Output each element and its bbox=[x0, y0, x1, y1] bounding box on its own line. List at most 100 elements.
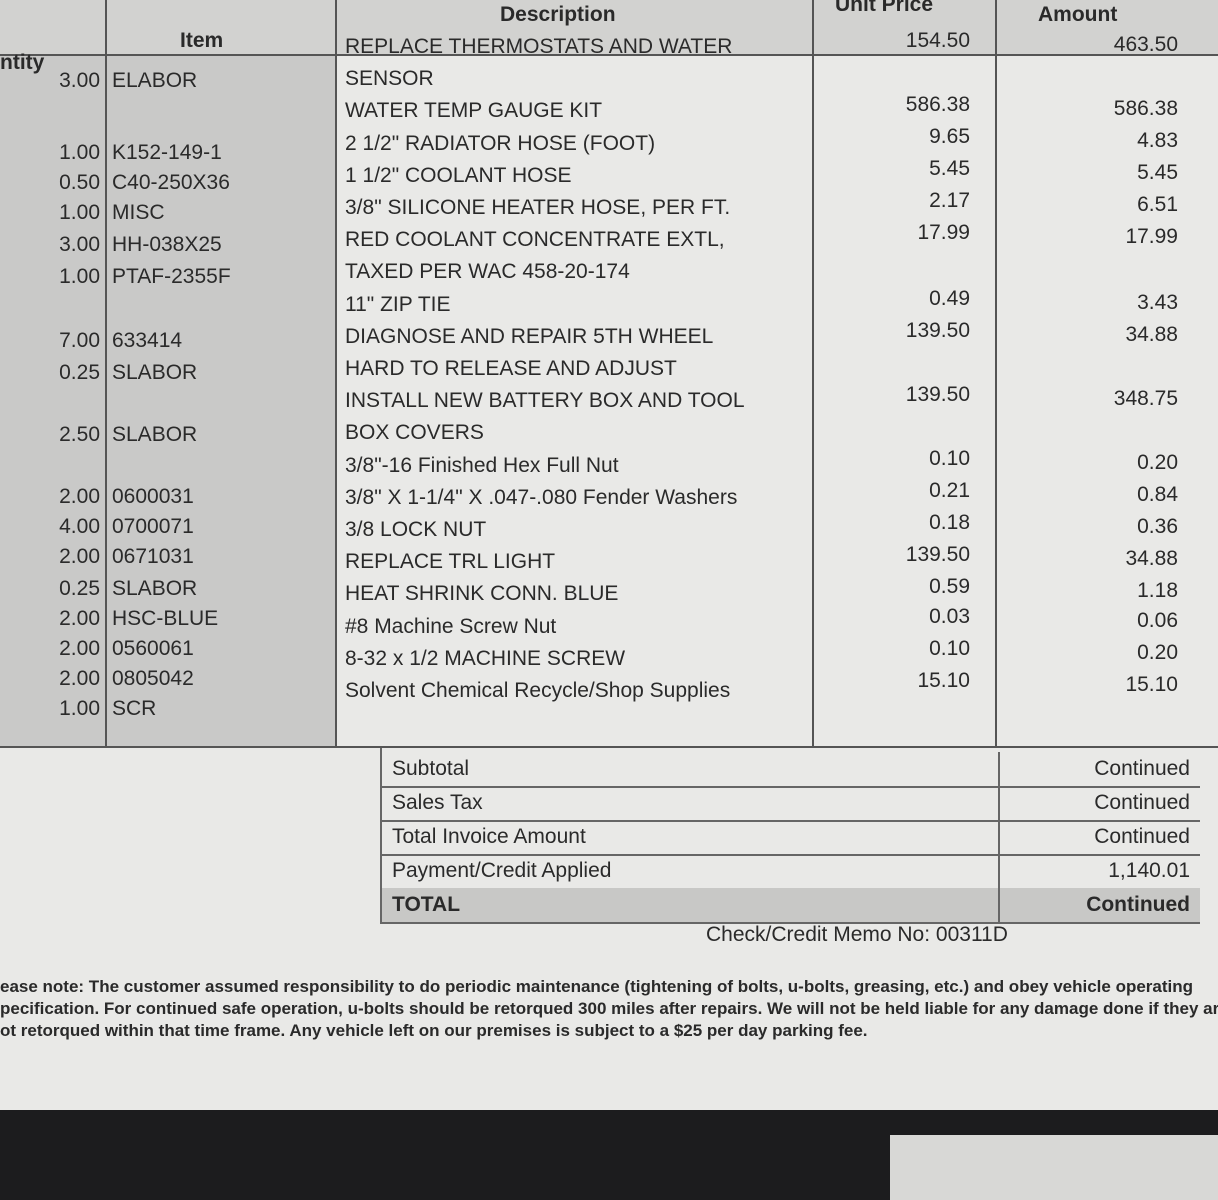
description-line: SENSOR bbox=[345, 67, 434, 91]
description-line: 3/8"-16 Finished Hex Full Nut bbox=[345, 453, 619, 477]
amount: 0.36 bbox=[1137, 515, 1178, 538]
quantity: 0.25 bbox=[59, 577, 100, 600]
quantity: 2.00 bbox=[59, 545, 100, 568]
item-code: PTAF-2355F bbox=[112, 265, 231, 288]
item-code: 0560061 bbox=[112, 637, 194, 660]
totals-row bbox=[380, 888, 1200, 924]
item-code: C40-250X36 bbox=[112, 171, 230, 194]
quantity: 2.00 bbox=[59, 637, 100, 660]
item-code: SLABOR bbox=[112, 577, 198, 600]
unit-price: 0.18 bbox=[929, 511, 970, 534]
amount: 1.18 bbox=[1137, 579, 1178, 602]
totals-row bbox=[380, 752, 1200, 788]
amount: 6.51 bbox=[1137, 193, 1178, 216]
amount: 15.10 bbox=[1125, 673, 1178, 696]
quantity: 0.25 bbox=[59, 361, 100, 384]
description-line: 3/8" X 1-1/4" X .047-.080 Fender Washers bbox=[345, 485, 738, 509]
totals-value: 1,140.01 bbox=[1108, 859, 1190, 882]
amount: 5.45 bbox=[1137, 161, 1178, 184]
quantity: 2.00 bbox=[59, 485, 100, 508]
quantity: 2.50 bbox=[59, 423, 100, 446]
col-rule bbox=[812, 0, 814, 746]
unit-price: 139.50 bbox=[905, 319, 970, 342]
item-code: HH-038X25 bbox=[112, 233, 222, 256]
totals-divider bbox=[380, 748, 382, 922]
totals-value: Continued bbox=[1094, 757, 1190, 780]
col-rule bbox=[335, 0, 337, 746]
header-quantity: ntity bbox=[0, 51, 45, 74]
unit-price: 15.10 bbox=[917, 669, 970, 692]
description-line: 11" ZIP TIE bbox=[345, 292, 451, 316]
quantity: 0.50 bbox=[59, 171, 100, 194]
header-description: Description bbox=[500, 3, 616, 26]
unit-price: 2.17 bbox=[929, 189, 970, 212]
unit-price: 0.03 bbox=[929, 605, 970, 628]
quantity: 4.00 bbox=[59, 515, 100, 538]
unit-price: 0.49 bbox=[929, 287, 970, 310]
amount: 17.99 bbox=[1125, 225, 1178, 248]
unit-price: 154.50 bbox=[905, 29, 970, 52]
description-line: DIAGNOSE AND REPAIR 5TH WHEEL bbox=[345, 324, 714, 348]
totals-label: Payment/Credit Applied bbox=[392, 859, 612, 882]
header-amount: Amount bbox=[1038, 3, 1118, 26]
description-line: 1 1/2" COOLANT HOSE bbox=[345, 163, 572, 187]
totals-value: Continued bbox=[1086, 893, 1190, 916]
unit-price: 139.50 bbox=[905, 383, 970, 406]
item-code: ELABOR bbox=[112, 69, 198, 92]
left-shade bbox=[0, 56, 335, 746]
unit-price: 139.50 bbox=[905, 543, 970, 566]
description-line: INSTALL NEW BATTERY BOX AND TOOL bbox=[345, 389, 745, 413]
unit-price: 5.45 bbox=[929, 157, 970, 180]
description-line: #8 Machine Screw Nut bbox=[345, 614, 557, 638]
item-code: SCR bbox=[112, 697, 157, 720]
note-line: pecification. For continued safe operati… bbox=[0, 999, 1218, 1018]
quantity: 1.00 bbox=[59, 697, 100, 720]
quantity: 3.00 bbox=[59, 233, 100, 256]
item-code: HSC-BLUE bbox=[112, 607, 219, 630]
item-code: 633414 bbox=[112, 329, 183, 352]
totals-label: Subtotal bbox=[392, 757, 470, 780]
amount: 34.88 bbox=[1125, 323, 1178, 346]
item-code: 0700071 bbox=[112, 515, 194, 538]
paper-corner bbox=[890, 1135, 1218, 1200]
header-item: Item bbox=[180, 29, 224, 52]
unit-price: 0.21 bbox=[929, 479, 970, 502]
description-line: HARD TO RELEASE AND ADJUST bbox=[345, 357, 677, 380]
quantity: 2.00 bbox=[59, 667, 100, 690]
totals-row bbox=[380, 820, 1200, 856]
amount: 3.43 bbox=[1137, 291, 1178, 314]
unit-price: 0.59 bbox=[929, 575, 970, 598]
amount: 0.84 bbox=[1137, 483, 1178, 506]
description-line: BOX COVERS bbox=[345, 421, 484, 445]
description-line: REPLACE THERMOSTATS AND WATER bbox=[345, 35, 733, 58]
quantity: 1.00 bbox=[59, 201, 100, 224]
amount: 0.20 bbox=[1137, 641, 1178, 664]
quantity: 2.00 bbox=[59, 607, 100, 630]
item-code: SLABOR bbox=[112, 423, 198, 446]
col-rule bbox=[995, 0, 997, 746]
totals-value: Continued bbox=[1094, 791, 1190, 814]
description-line: HEAT SHRINK CONN. BLUE bbox=[345, 582, 619, 606]
item-code: 0671031 bbox=[112, 545, 194, 568]
unit-price: 0.10 bbox=[929, 637, 970, 660]
quantity: 1.00 bbox=[59, 265, 100, 288]
description-line: WATER TEMP GAUGE KIT bbox=[345, 99, 603, 123]
description-line: 3/8 LOCK NUT bbox=[345, 518, 487, 541]
description-line: Solvent Chemical Recycle/Shop Supplies bbox=[345, 679, 731, 702]
description-line: 8-32 x 1/2 MACHINE SCREW bbox=[345, 646, 626, 670]
unit-price: 0.10 bbox=[929, 447, 970, 470]
amount: 4.83 bbox=[1137, 129, 1178, 152]
description-line: RED COOLANT CONCENTRATE EXTL, bbox=[345, 228, 725, 252]
item-code: SLABOR bbox=[112, 361, 198, 384]
row-rule bbox=[0, 746, 1218, 748]
quantity: 1.00 bbox=[59, 141, 100, 164]
quantity: 3.00 bbox=[59, 69, 100, 92]
unit-price: 586.38 bbox=[905, 93, 970, 116]
totals-divider bbox=[998, 752, 1000, 922]
amount: 0.06 bbox=[1137, 609, 1178, 632]
totals-row bbox=[380, 786, 1200, 822]
totals-label: Sales Tax bbox=[392, 791, 483, 814]
header-band bbox=[0, 0, 1218, 56]
totals-label: TOTAL bbox=[392, 893, 461, 916]
